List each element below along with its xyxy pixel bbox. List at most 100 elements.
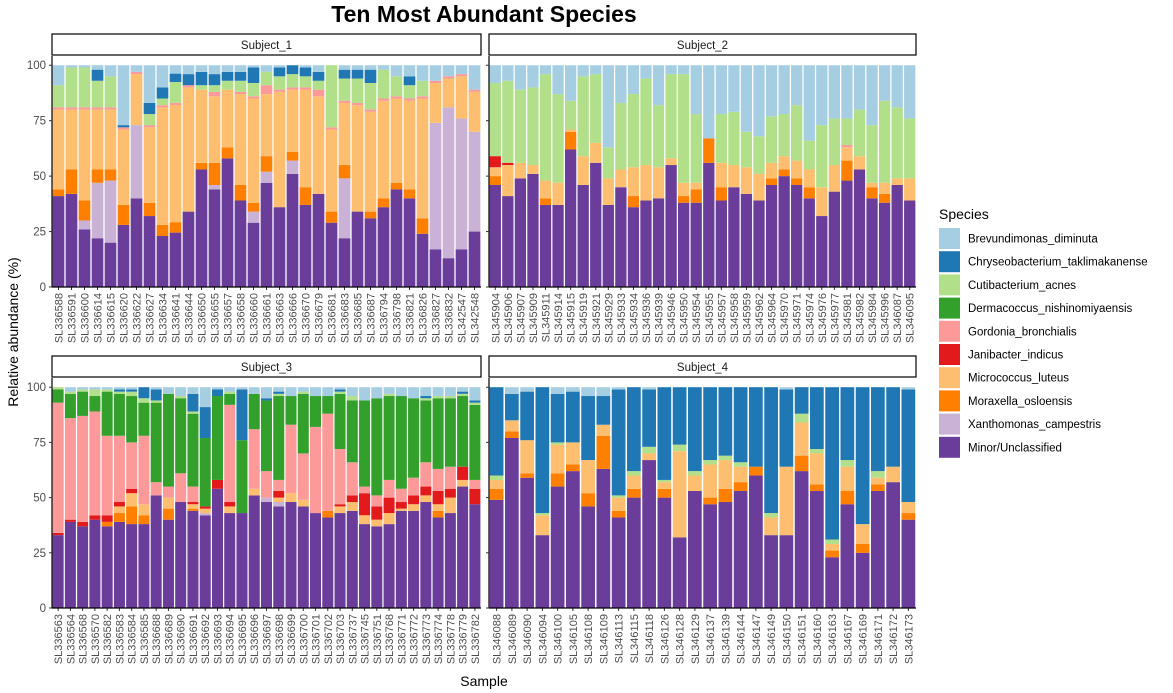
bar-segment-brevundimonas-diminuta [383,387,395,394]
bar-segment-moraxella-osloensis [810,484,824,491]
bar-segment-janibacter-indicus [211,479,223,489]
bar-SL336794 [377,65,390,287]
bar-segment-brevundimonas-diminuta [779,387,794,390]
bar-segment-brevundimonas-diminuta [866,65,878,126]
bar-segment-gordonia-bronchialis [841,145,853,148]
bar-SL336563 [52,387,64,608]
bar-segment-brevundimonas-diminuta [429,65,442,81]
y-tick-label: 0 [40,282,46,294]
bar-segment-moraxella-osloensis [791,178,803,185]
bar-segment-minor-unclassified [904,200,916,287]
bar-segment-dermacoccus-nishinomiyaensis [457,396,469,467]
bar-segment-minor-unclassified [794,471,809,608]
bar-segment-cutibacterium-acnes [113,391,125,394]
bar-segment-chryseobacterium-taklimakanense [794,387,809,414]
y-tick-label: 25 [33,227,46,239]
x-tick-label: SL336615 [106,293,118,343]
bar-segment-micrococcus-luteus [764,517,778,536]
bar-segment-dermacoccus-nishinomiyaensis [77,391,89,416]
bar-segment-micrococcus-luteus [690,182,702,190]
bar-segment-cutibacterium-acnes [715,114,727,163]
bar-segment-gordonia-bronchialis [89,411,101,516]
x-tick-label: SL336670 [301,293,313,343]
bar-segment-moraxella-osloensis [803,187,815,199]
x-tick-label: SL336702 [323,614,335,664]
bar-segment-micrococcus-luteus [489,479,504,489]
x-tick-label: SL336798 [392,293,404,343]
bar-segment-micrococcus-luteus [778,156,790,170]
bar-segment-gordonia-bronchialis [432,468,444,491]
bar-segment-dermacoccus-nishinomiyaensis [408,398,420,478]
bar-segment-chryseobacterium-taklimakanense [169,73,182,82]
bar-segment-gordonia-bronchialis [351,102,364,106]
bar-SL336658 [234,65,247,287]
x-tick-label: SL336778 [445,614,457,664]
bar-segment-cutibacterium-acnes [828,118,841,166]
bar-segment-micrococcus-luteus [377,100,390,199]
bar-segment-moraxella-osloensis [901,513,916,520]
legend-swatch [939,344,960,365]
bar-SL345962 [753,65,765,287]
bar-segment-dermacoccus-nishinomiyaensis [101,391,113,436]
bar-segment-cutibacterium-acnes [52,387,64,390]
bar-segment-gordonia-bronchialis [312,89,325,97]
bar-segment-minor-unclassified [260,182,273,287]
bar-segment-brevundimonas-diminuta [728,65,740,112]
bar-segment-micrococcus-luteus [162,497,174,509]
bar-segment-micrococcus-luteus [794,422,809,456]
bar-segment-dermacoccus-nishinomiyaensis [175,398,187,474]
x-tick-label: SL336691 [188,614,200,664]
bar-SL345915 [564,65,577,287]
bar-segment-moraxella-osloensis [65,169,78,194]
bar-segment-micrococcus-luteus [627,475,641,489]
bar-segment-cutibacterium-acnes [642,446,656,454]
x-tick-label: SL336745 [360,614,372,664]
bar-segment-micrococcus-luteus [455,76,468,119]
x-tick-label: SL345933 [616,293,628,343]
bar-segment-brevundimonas-diminuta [89,387,101,390]
x-tick-label: SL346173 [903,614,915,664]
bar-SL345914 [552,65,564,287]
bar-segment-minor-unclassified [778,176,790,287]
bar-segment-dermacoccus-nishinomiyaensis [138,402,150,436]
bar-segment-minor-unclassified [351,211,364,287]
bar-segment-brevundimonas-diminuta [187,387,199,394]
bar-segment-chryseobacterium-taklimakanense [420,396,432,399]
x-tick-label: SL345971 [792,293,804,343]
bar-SL336692 [199,387,211,608]
bar-segment-moraxella-osloensis [627,196,640,208]
bar-segment-moraxella-osloensis [195,162,208,170]
bar-SL345921 [590,65,602,287]
bar-SL336689 [162,387,174,608]
bar-segment-brevundimonas-diminuta [904,65,916,119]
bar-segment-chryseobacterium-taklimakanense [550,393,565,443]
bar-segment-gordonia-bronchialis [403,98,416,101]
bar-segment-micrococcus-luteus [187,504,199,509]
bar-segment-micrococcus-luteus [91,109,104,170]
bar-segment-dermacoccus-nishinomiyaensis [236,440,248,514]
bar-segment-cutibacterium-acnes [577,76,589,157]
bar-segment-minor-unclassified [611,517,626,608]
bar-segment-minor-unclassified [138,524,150,608]
bar-SL346087 [891,65,903,287]
bar-segment-dermacoccus-nishinomiyaensis [260,400,273,472]
bar-segment-micrococcus-luteus [596,424,611,436]
bar-segment-brevundimonas-diminuta [690,65,702,115]
bar-segment-janibacter-indicus [444,488,456,498]
bar-segment-micrococcus-luteus [718,460,733,489]
legend-title: Species [939,206,989,222]
bar-segment-gordonia-bronchialis [78,107,91,110]
bar-segment-minor-unclassified [104,242,117,287]
bar-segment-chryseobacterium-taklimakanense [150,389,162,401]
bar-segment-micrococcus-luteus [299,89,312,188]
bar-segment-minor-unclassified [432,517,444,608]
bar-segment-gordonia-bronchialis [130,71,143,75]
x-tick-label: SL336826 [418,293,430,343]
bar-segment-minor-unclassified [444,513,456,608]
bar-segment-brevundimonas-diminuta [117,65,130,126]
bar-segment-minor-unclassified [615,187,627,287]
bar-segment-chryseobacterium-taklimakanense [247,67,260,83]
bar-segment-micrococcus-luteus [224,506,236,514]
bar-segment-moraxella-osloensis [703,138,715,163]
bar-segment-dermacoccus-nishinomiyaensis [89,396,101,412]
